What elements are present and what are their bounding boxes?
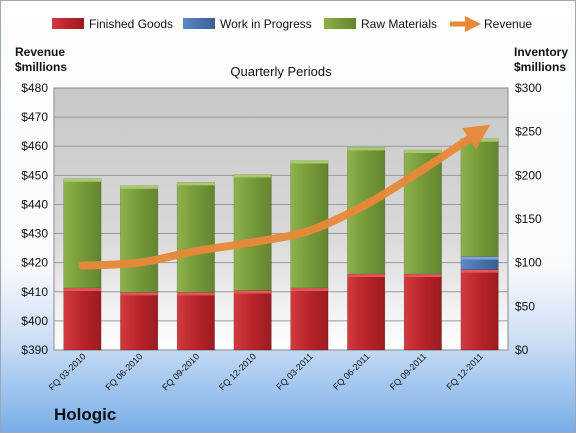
right-tick-label: $150 [515, 212, 542, 226]
x-tick-label: FQ 03-2010 [47, 351, 88, 392]
legend: Finished Goods Work in Progress Raw Mate… [52, 15, 532, 33]
chart-title: Quarterly Periods [230, 64, 332, 79]
legend-item-raw-materials[interactable]: Raw Materials [324, 17, 437, 31]
bar-finished-goods-highlight [404, 274, 442, 278]
company-name: Hologic [54, 405, 117, 424]
bar-finished-goods[interactable] [403, 273, 442, 351]
bar-raw-materials-highlight [347, 147, 385, 151]
right-axis-title-line1: Inventory [514, 45, 568, 59]
x-tick-label: FQ 12-2010 [217, 351, 258, 392]
right-axis-ticks: $0 $50 $100 $150 $200 $250 $300 [515, 81, 542, 357]
bar-raw-materials[interactable] [176, 182, 215, 293]
bars [63, 138, 499, 351]
legend-item-finished-goods[interactable]: Finished Goods [52, 17, 173, 31]
x-axis-ticks: FQ 03-2010 FQ 06-2010 FQ 09-2010 FQ 12-2010… [47, 351, 485, 392]
bar-finished-goods[interactable] [460, 269, 499, 351]
bar-finished-goods-highlight [120, 292, 158, 296]
left-tick-label: $470 [21, 110, 48, 124]
left-tick-label: $460 [21, 139, 48, 153]
bar-raw-materials[interactable] [63, 178, 102, 289]
bar-finished-goods[interactable] [120, 292, 159, 351]
bar-raw-materials-highlight [233, 174, 272, 178]
legend-swatch-raw-materials [324, 18, 356, 29]
bar-finished-goods-highlight [177, 292, 215, 296]
left-axis-title-line2: $millions [15, 60, 67, 74]
bar-work-in-progress-highlight [460, 256, 499, 260]
bar-raw-materials-highlight [63, 178, 102, 182]
bar-finished-goods[interactable] [63, 287, 102, 351]
legend-swatch-work-in-progress [183, 18, 215, 29]
x-tick-label: FQ 12-2011 [444, 351, 485, 392]
legend-label-finished-goods: Finished Goods [89, 17, 173, 31]
bar-raw-materials[interactable] [233, 174, 272, 291]
left-tick-label: $450 [21, 168, 48, 182]
right-tick-label: $250 [515, 125, 542, 139]
left-tick-label: $420 [21, 256, 48, 270]
bar-finished-goods[interactable] [347, 273, 386, 351]
legend-label-work-in-progress: Work in Progress [220, 17, 312, 31]
bar-finished-goods-highlight [460, 269, 499, 273]
right-tick-label: $0 [515, 343, 529, 357]
left-axis-title-line1: Revenue [15, 45, 65, 59]
right-tick-label: $200 [515, 168, 542, 182]
left-tick-label: $440 [21, 197, 48, 211]
revenue-line [78, 124, 491, 270]
bar-finished-goods[interactable] [233, 290, 272, 351]
bar-raw-materials-highlight [120, 185, 158, 189]
legend-label-raw-materials: Raw Materials [361, 17, 437, 31]
left-axis-ticks: $390 $400 $410 $420 $430 $440 $450 $460 $470 $480 [21, 81, 48, 357]
left-tick-label: $390 [21, 343, 48, 357]
bar-raw-materials-highlight [404, 150, 442, 154]
bar-raw-materials[interactable] [460, 138, 499, 257]
right-tick-label: $50 [515, 299, 535, 313]
right-tick-label: $300 [515, 81, 542, 95]
revenue-line-path[interactable] [78, 124, 491, 270]
bar-finished-goods[interactable] [176, 292, 215, 351]
legend-item-work-in-progress[interactable]: Work in Progress [183, 17, 312, 31]
legend-label-revenue: Revenue [484, 17, 532, 31]
x-tick-label: FQ 09-2010 [160, 351, 201, 392]
bar-finished-goods-highlight [347, 274, 385, 278]
left-tick-label: $430 [21, 227, 48, 241]
bar-finished-goods-highlight [290, 287, 329, 291]
bar-finished-goods[interactable] [290, 287, 329, 351]
bar-finished-goods-highlight [63, 287, 102, 291]
right-axis-title-line2: $millions [514, 60, 566, 74]
legend-item-revenue[interactable]: Revenue [450, 15, 532, 33]
x-tick-label: FQ 03-2011 [274, 351, 315, 392]
bar-raw-materials-highlight [177, 182, 215, 186]
legend-swatch-finished-goods [52, 18, 84, 29]
right-tick-label: $100 [515, 256, 542, 270]
left-tick-label: $410 [21, 285, 48, 299]
x-tick-label: FQ 09-2011 [388, 351, 429, 392]
bar-finished-goods-highlight [233, 290, 272, 294]
bar-raw-materials-highlight [290, 160, 329, 164]
x-tick-label: FQ 06-2010 [104, 351, 145, 392]
left-tick-label: $480 [21, 81, 48, 95]
x-tick-label: FQ 06-2011 [331, 351, 372, 392]
left-tick-label: $400 [21, 314, 48, 328]
bar-raw-materials[interactable] [120, 185, 159, 293]
